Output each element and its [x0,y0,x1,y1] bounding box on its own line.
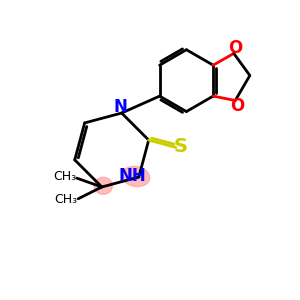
Text: CH₃: CH₃ [53,170,76,183]
Text: O: O [230,97,245,115]
Ellipse shape [122,166,150,187]
Text: O: O [228,39,242,57]
Text: S: S [174,137,188,156]
Ellipse shape [94,177,112,194]
Text: CH₃: CH₃ [54,193,77,206]
Text: N: N [113,98,127,116]
Text: NH: NH [118,167,146,185]
